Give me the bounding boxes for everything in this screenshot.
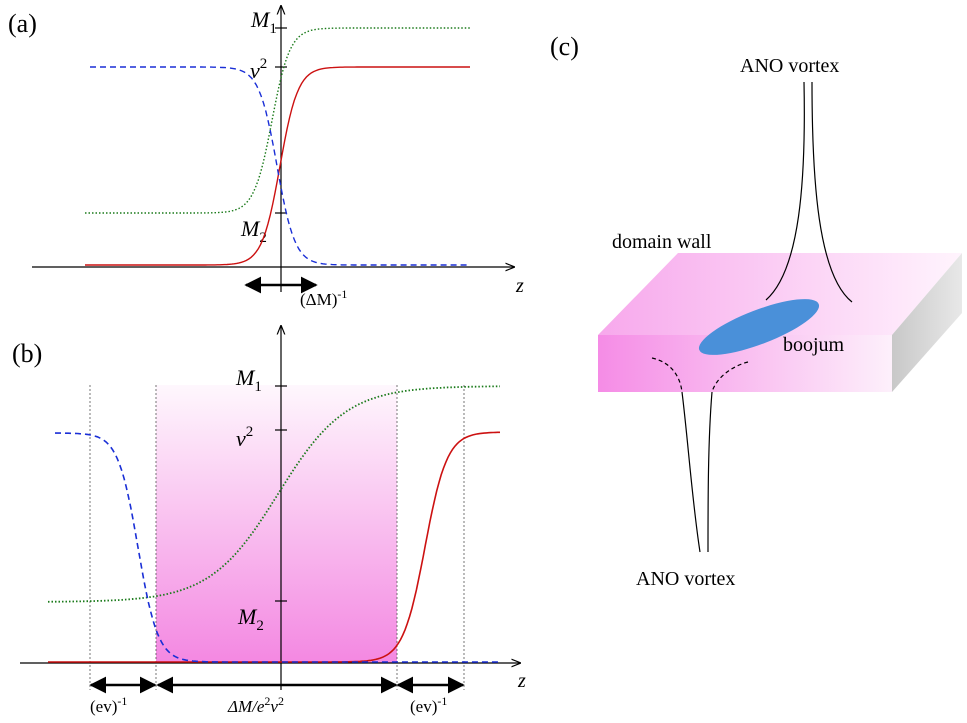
panel-a-z-label: z <box>515 275 524 297</box>
panel-b-center-width-label: ΔM/e2v2 <box>227 694 284 716</box>
upper-vortex-right-line <box>811 81 853 303</box>
lower-vortex-left-hidden <box>651 357 683 393</box>
boojum-ellipse <box>698 299 820 355</box>
panel-b-dotted-curve <box>47 385 500 603</box>
panel-b-m1-label: M1 <box>235 365 262 395</box>
domain-wall-top-face <box>598 253 962 335</box>
panel-b-label: (b) <box>12 339 42 368</box>
top-vortex-label: ANO vortex <box>740 55 839 77</box>
panel-a-label: (a) <box>8 9 37 38</box>
panel-a: (a) M1 v2 M2 z (ΔM)-1 <box>8 6 524 309</box>
panel-a-v2-label: v2 <box>250 56 267 83</box>
panel-a-m2-label: M2 <box>240 216 267 246</box>
panel-a-width-label: (ΔM)-1 <box>300 287 347 309</box>
panel-b: (b) M1 v2 M2 z (ev)-1 ΔM/e2v2 (ev)-1 <box>12 326 526 716</box>
lower-vortex-right-hidden <box>711 361 749 393</box>
lower-vortex-right-line <box>707 391 713 553</box>
panel-b-left-width-label: (ev)-1 <box>90 694 127 716</box>
panel-b-dashed-curve <box>55 432 500 663</box>
upper-vortex-left-line <box>765 81 805 301</box>
domain-wall-side-face <box>892 253 962 392</box>
panel-a-dotted-curve <box>85 27 470 214</box>
panel-a-dashed-curve <box>90 66 470 266</box>
domain-wall-label: domain wall <box>612 231 712 253</box>
panel-b-right-width-label: (ev)-1 <box>410 694 447 716</box>
boojum-label: boojum <box>783 334 845 356</box>
panel-a-solid-curve <box>85 66 470 266</box>
panel-c-label: (c) <box>550 32 579 61</box>
bottom-vortex-label: ANO vortex <box>636 568 735 590</box>
lower-vortex-left-line <box>681 391 701 553</box>
panel-c: (c) ANO vortex domain wall boojum ANO vo… <box>550 32 962 590</box>
panel-b-m2-label: M2 <box>237 604 264 634</box>
panel-b-wall-region <box>156 385 397 663</box>
panel-b-z-label: z <box>517 670 526 692</box>
panel-a-m1-label: M1 <box>250 7 277 37</box>
panel-b-v2-label: v2 <box>236 424 253 451</box>
